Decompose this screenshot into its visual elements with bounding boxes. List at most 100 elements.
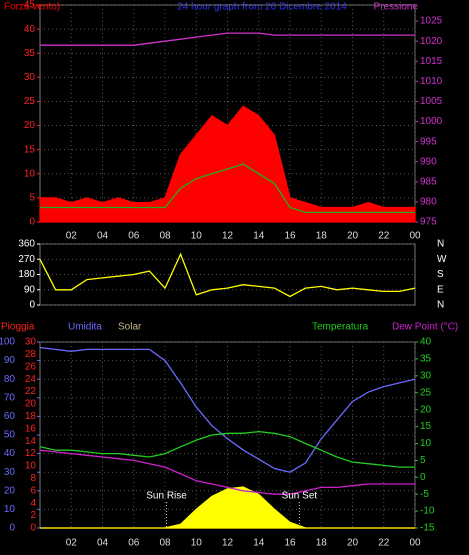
y-tick-label: 60 [4,411,16,422]
x-tick-label: 20 [347,538,359,549]
y2-tick-label: 1005 [420,96,443,107]
y3-tick-label: 26 [25,361,37,372]
y2-tick-label: 40 [420,337,432,348]
y2-tick-label: 35 [420,354,432,365]
y3-tick-label: 8 [30,473,36,484]
series-line [40,32,415,46]
y-tick-label: 20 [4,485,16,496]
y-tick-label: 40 [4,448,16,459]
series-line [39,430,415,468]
y3-tick-label: 4 [30,498,36,509]
x-tick-label: 10 [191,538,203,549]
y-tick-label: 45 [24,0,36,11]
x-tick-label: 06 [128,231,140,242]
x-tick-label: 22 [378,231,390,242]
y2-tick-label: 30 [420,370,432,381]
y2-tick-label: 20 [420,404,432,415]
legend-label: Dew Point (°C) [392,322,458,333]
y2-tick-label: 990 [420,156,437,167]
x-tick-label: 12 [222,231,234,242]
y-tick-label: 35 [24,48,36,59]
legend-label: Solar [118,322,142,333]
y2-tick-label: 985 [420,176,437,187]
series-line [40,163,415,214]
y3-tick-label: 20 [25,399,37,410]
y2-tick-label: 1015 [420,56,443,67]
x-tick-label: 02 [66,538,78,549]
x-tick-label: 16 [284,231,296,242]
x-tick-label: 12 [222,538,234,549]
x-tick-label: 00 [409,538,421,549]
y-tick-label: 20 [24,120,36,131]
y2-tick-label: -10 [420,506,435,517]
y-tick-label: 100 [0,337,15,348]
annotation-label: Sun Set [282,491,318,502]
annotation-label: Sun Rise [146,491,187,502]
series-area [39,105,416,223]
y3-tick-label: 2 [30,510,36,521]
series-line [39,449,415,495]
y-tick-label: 0 [29,300,35,311]
x-tick-label: 04 [97,538,109,549]
y-tick-label: 80 [4,374,16,385]
y-tick-label: 15 [24,144,36,155]
y3-tick-label: 14 [25,436,37,447]
x-tick-label: 04 [97,231,109,242]
y2-tick-label: E [437,284,444,295]
y-tick-label: 25 [24,96,36,107]
y2-tick-label: 1020 [420,36,443,47]
series-line [39,346,416,473]
y2-tick-label: 975 [420,217,437,228]
chart-title: 24 hour graph from 26 Dicembre 2014 [177,2,347,13]
y-tick-label: 270 [18,254,35,265]
y2-tick-label: 1010 [420,76,443,87]
y-tick-label: 70 [4,392,16,403]
x-tick-label: 22 [378,538,390,549]
y2-tick-label: N [437,239,444,250]
x-tick-label: 16 [284,538,296,549]
x-tick-label: 14 [253,231,265,242]
legend-label: Umidita [68,322,102,333]
y-tick-label: 30 [4,467,16,478]
y3-tick-label: 18 [25,411,37,422]
x-tick-label: 00 [409,231,421,242]
y3-tick-label: 24 [25,374,37,385]
y-tick-label: 90 [4,355,16,366]
x-tick-label: 08 [159,538,171,549]
y2-tick-label: 1000 [420,116,443,127]
legend-label: Pressione [374,2,419,13]
x-tick-label: 08 [159,231,171,242]
y-tick-label: 0 [29,217,35,228]
legend-label: Pioggia [1,322,35,333]
y-tick-label: 10 [4,504,16,515]
y-tick-label: 40 [24,24,36,35]
y3-tick-label: 30 [25,337,37,348]
y-tick-label: 50 [4,430,16,441]
legend-label: Forza vento) [4,2,60,13]
y-tick-label: 360 [18,239,35,250]
y2-tick-label: 10 [420,438,432,449]
x-tick-label: 02 [66,231,78,242]
y3-tick-label: 28 [25,349,37,360]
y-tick-label: 30 [24,72,36,83]
y2-tick-label: 980 [420,197,437,208]
x-tick-label: 20 [347,231,359,242]
y2-tick-label: -15 [420,523,435,534]
series-area [40,486,415,529]
y2-tick-label: W [437,254,447,265]
y-tick-label: 10 [24,168,36,179]
legend-label: Temperatura [312,322,369,333]
y3-tick-label: 0 [30,523,36,534]
x-tick-label: 18 [316,538,328,549]
x-tick-label: 10 [191,231,203,242]
y2-tick-label: -5 [420,489,429,500]
y2-tick-label: 0 [420,472,426,483]
y3-tick-label: 10 [25,461,37,472]
y3-tick-label: 12 [25,448,37,459]
y2-tick-label: 1025 [420,16,443,27]
y3-tick-label: 16 [25,423,37,434]
y2-tick-label: 995 [420,136,437,147]
y-tick-label: 180 [18,269,35,280]
